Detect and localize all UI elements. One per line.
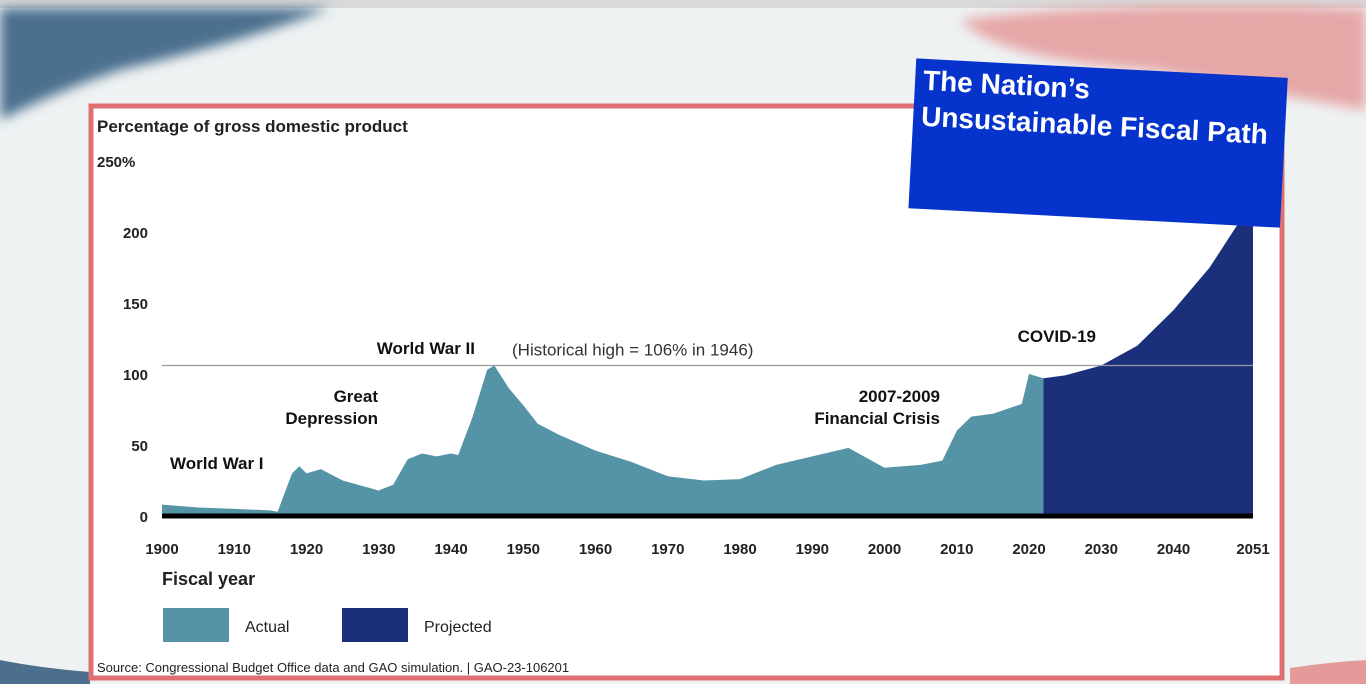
legend-label: Actual: [245, 619, 289, 636]
legend-label: Projected: [424, 619, 492, 636]
y-tick-label: 0: [140, 509, 148, 526]
x-tick-label: 1970: [651, 541, 684, 558]
x-tick-label: 1910: [218, 541, 251, 558]
x-axis-title: Fiscal year: [162, 569, 255, 589]
x-tick-label: 2030: [1085, 541, 1118, 558]
annotation: Depression: [285, 409, 378, 428]
y-tick-label: 100: [123, 367, 148, 384]
x-tick-label: 1950: [507, 541, 540, 558]
y-tick-label: 200: [123, 225, 148, 242]
x-tick-label: 1980: [723, 541, 756, 558]
legend-swatch: [342, 608, 408, 642]
x-tick-label: 1900: [145, 541, 178, 558]
banner: The Nation’s Unsustainable Fiscal Path: [908, 58, 1287, 227]
x-tick-label: 1930: [362, 541, 395, 558]
reference-label: (Historical high = 106% in 1946): [512, 340, 753, 359]
annotation: World War I: [170, 454, 264, 473]
x-tick-label: 2000: [868, 541, 901, 558]
x-tick-label: 2040: [1157, 541, 1190, 558]
source: Source: Congressional Budget Office data…: [97, 660, 569, 675]
x-tick-label: 2010: [940, 541, 973, 558]
annotation: Great: [334, 387, 379, 406]
x-tick-label: 1920: [290, 541, 323, 558]
banner-fo: The Nation’s Unsustainable Fiscal Path: [917, 63, 1279, 221]
y-tick-label: 150: [123, 296, 148, 313]
y-axis-title: Percentage of gross domestic product: [97, 117, 408, 136]
x-tick-label: 1990: [796, 541, 829, 558]
y-tick-label: 50: [131, 438, 148, 455]
annotation: COVID-19: [1018, 327, 1096, 346]
legend-swatch: [163, 608, 229, 642]
y-tick-label: 250%: [97, 154, 135, 171]
x-tick-label: 2051: [1236, 541, 1269, 558]
annotation: World War II: [377, 339, 475, 358]
page: (Historical high = 106% in 1946) 0 50 100 15…: [0, 0, 1366, 684]
x-tick-label: 2020: [1012, 541, 1045, 558]
slide: (Historical high = 106% in 1946) 0 50 100 15…: [0, 0, 1366, 684]
x-tick-label: 1940: [434, 541, 467, 558]
x-tick-label: 1960: [579, 541, 612, 558]
annotation: 2007-2009: [859, 387, 940, 406]
annotation: Financial Crisis: [814, 409, 940, 428]
